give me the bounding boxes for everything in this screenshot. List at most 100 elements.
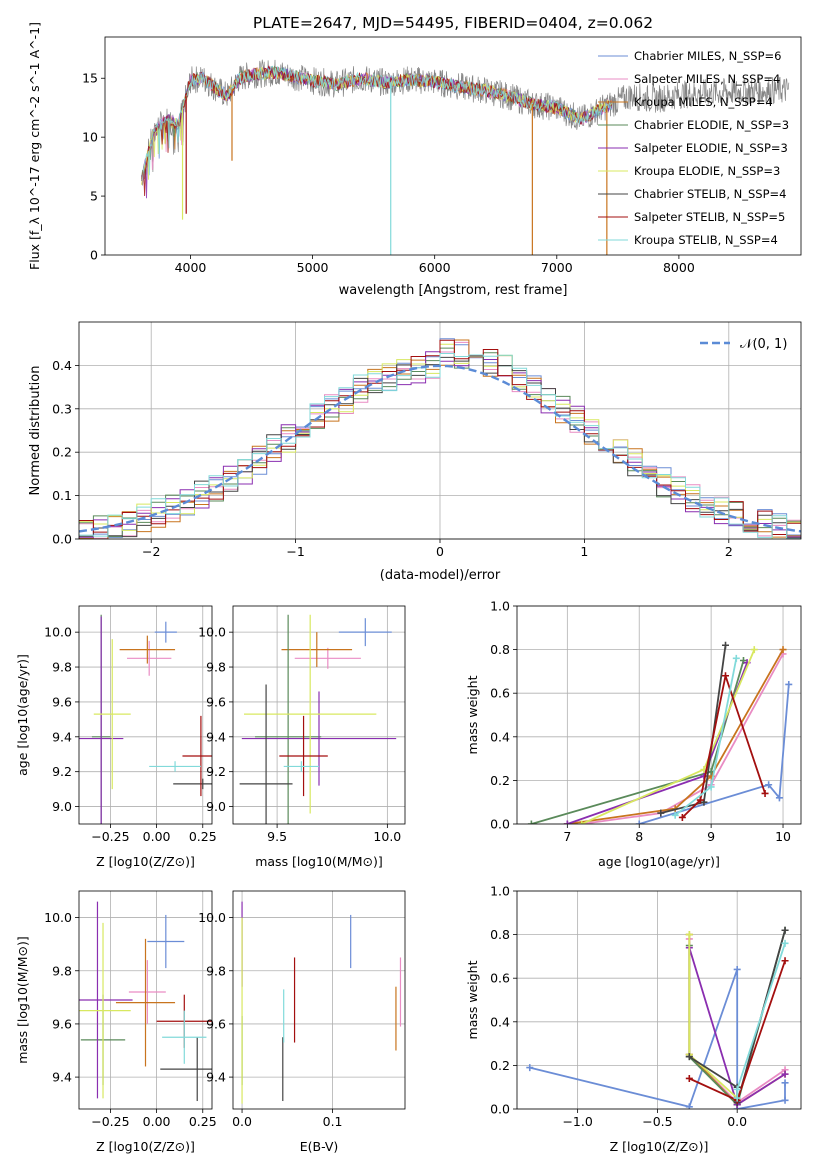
series-marker [739, 657, 747, 664]
errorbar-point [79, 922, 131, 1099]
normal-curve [79, 364, 801, 533]
spectrum-plot-area [141, 59, 790, 255]
errorbar-point [182, 715, 212, 797]
y-tick-label: 9.2 [206, 764, 226, 779]
spectrum-axes: 4000 5000 6000 7000 8000 0 5 10 15 [82, 71, 695, 275]
x-tick-label: 0.0 [232, 1114, 252, 1129]
series-marker [781, 926, 789, 934]
errorbar-point [128, 960, 166, 1024]
mass-weight-vs-Z-frame [516, 890, 802, 1110]
y-tick-label: 9.6 [206, 1016, 226, 1031]
x-tick-label: −0.5 [642, 1114, 672, 1129]
errorbar-point [115, 938, 176, 1067]
age-vs-Z-plot-area [79, 614, 212, 824]
mass-weight-vs-Z-plot-area [526, 926, 789, 1109]
x-tick-label: 9 [707, 829, 715, 844]
errorbar-point [279, 715, 328, 797]
x-tick-label: 1 [580, 544, 588, 559]
series-marker [678, 813, 686, 821]
mass-weight-vs-age-plot-area [527, 641, 793, 824]
errorbar-point [162, 1010, 207, 1064]
x-tick-label: 10 [775, 829, 791, 844]
y-tick-label: 9.6 [52, 1016, 72, 1031]
x-tick-label: 0.1 [323, 1114, 343, 1129]
x-tick-label: 0.00 [143, 1114, 171, 1129]
y-tick-label: 9.4 [52, 1070, 72, 1085]
x-axis-label: mass [log10(M/M⊙)] [255, 854, 383, 869]
errorbar-point [173, 778, 212, 790]
x-tick-label: −2 [142, 544, 160, 559]
y-tick-label: 0.1 [52, 488, 72, 503]
series-marker [685, 1103, 693, 1109]
series-marker [781, 1096, 789, 1104]
x-tick-label: 0.25 [189, 1114, 217, 1129]
y-tick-label: 9.8 [206, 660, 226, 675]
series-marker [761, 789, 769, 797]
series-marker [657, 809, 665, 817]
series-marker [563, 820, 571, 824]
age-vs-Z-frame [78, 605, 213, 825]
mass-vs-Z-frame [78, 890, 213, 1110]
y-tick-label: 0.6 [490, 971, 510, 986]
errorbar-point [127, 640, 172, 676]
mass-weight-series [578, 646, 758, 824]
y-tick-label: 5 [90, 189, 98, 204]
errorbar-point [79, 616, 124, 824]
series-marker [733, 1094, 741, 1102]
x-axis-label: age [log10(age/yr)] [598, 854, 720, 869]
x-tick-label: 7000 [541, 260, 573, 275]
y-tick-label: 0.4 [490, 729, 510, 744]
y-tick-label: 9.8 [52, 963, 72, 978]
series-marker [526, 1064, 534, 1072]
errorbar-point [338, 618, 392, 647]
series-marker [779, 646, 787, 654]
legend-label: Chabrier ELODIE, N_SSP=3 [634, 118, 789, 132]
residuals-plot-area [79, 338, 801, 539]
histogram-series [79, 339, 801, 535]
y-tick-label: 9.8 [52, 660, 72, 675]
mass-weight-series [678, 672, 769, 821]
y-tick-label: 9.0 [52, 799, 72, 814]
y-tick-label: 10.0 [198, 910, 226, 925]
y-axis-label: age [log10(age/yr)] [15, 654, 30, 776]
mass-weight-vs-Z-axes: −1.0 −0.5 0.0 0.0 0.2 0.4 0.6 0.8 1.0 [490, 884, 801, 1129]
y-tick-label: 9.4 [206, 729, 226, 744]
y-tick-label: 9.2 [52, 764, 72, 779]
mass-weight-series [657, 641, 730, 817]
x-tick-label: 0 [436, 544, 444, 559]
mass-weight-vs-age-axes: 7 8 9 10 0.0 0.2 0.4 0.6 0.8 1.0 [490, 599, 801, 844]
mass-vs-ebv-frame [232, 890, 406, 1110]
x-tick-label: 5000 [297, 260, 329, 275]
errorbar-point [241, 691, 397, 786]
age-vs-mass-plot-area [239, 614, 397, 824]
mass-weight-series [526, 965, 789, 1109]
x-axis-label: E(B-V) [300, 1139, 339, 1154]
series-marker [781, 1079, 789, 1087]
series-marker [722, 672, 730, 680]
series-marker [733, 965, 741, 973]
spectrum-line [141, 65, 612, 182]
y-tick-label: 0.2 [52, 445, 72, 460]
series-marker [750, 646, 758, 654]
series-marker [732, 654, 740, 662]
spectrum-line [141, 65, 612, 197]
x-axis-label: Z [log10(Z/Z⊙)] [96, 854, 195, 869]
age-vs-mass-frame [232, 605, 406, 825]
series-marker [578, 820, 586, 824]
x-tick-label: 8 [635, 829, 643, 844]
y-tick-label: 0.4 [52, 358, 72, 373]
legend-label: Salpeter ELODIE, N_SSP=3 [634, 141, 788, 155]
y-tick-label: 10.0 [44, 625, 72, 640]
y-tick-label: 9.8 [206, 963, 226, 978]
series-marker [707, 783, 715, 791]
series-line [567, 649, 784, 824]
series-marker [700, 798, 708, 806]
errorbar-point [79, 901, 133, 1099]
legend-label: Chabrier STELIB, N_SSP=4 [634, 187, 786, 201]
y-tick-label: 1.0 [490, 599, 510, 614]
x-tick-label: −1 [286, 544, 304, 559]
mass-vs-ebv-plot-area [241, 901, 402, 1104]
mass-weight-series [733, 939, 789, 1102]
legend-label: Salpeter MILES, N_SSP=4 [634, 72, 780, 86]
y-axis-label: mass weight [465, 960, 480, 1039]
